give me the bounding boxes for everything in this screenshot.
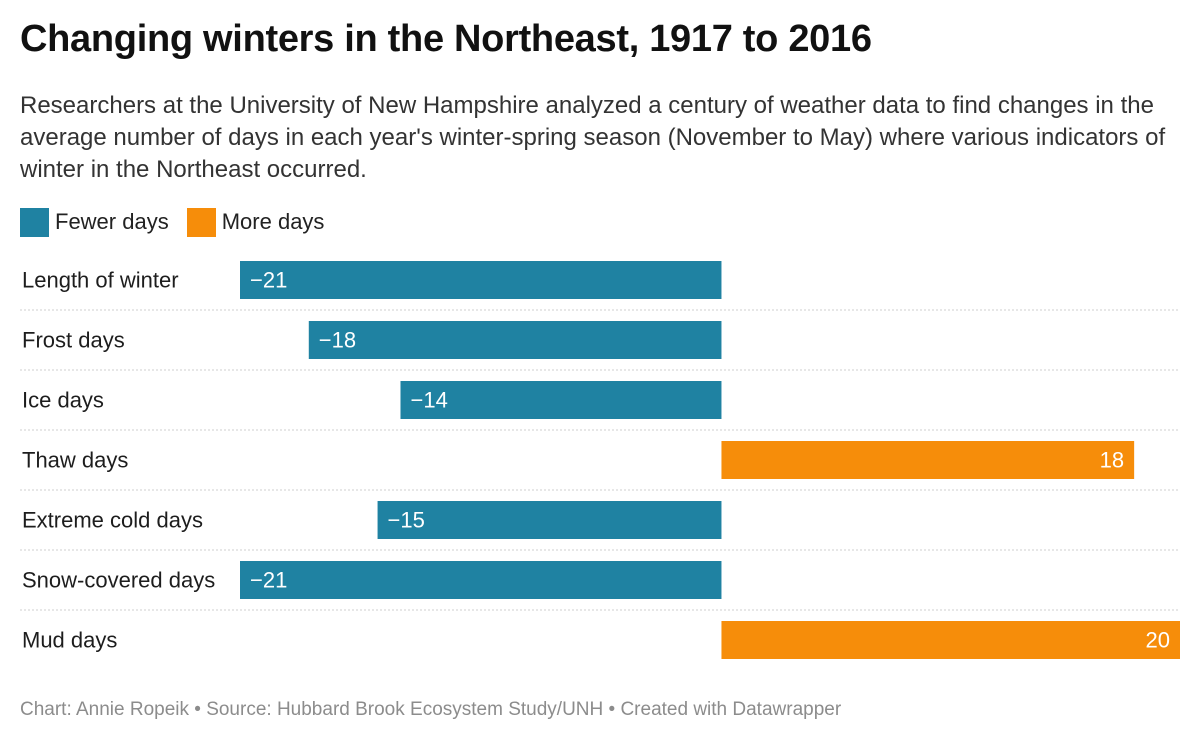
category-label-mud-days: Mud days: [22, 628, 117, 653]
category-label-length-of-winter: Length of winter: [22, 268, 179, 293]
bar-ice-days: [400, 381, 722, 419]
value-label-thaw-days: 18: [1100, 448, 1124, 473]
chart-footer: Chart: Annie Ropeik • Source: Hubbard Br…: [20, 699, 842, 720]
value-label-ice-days: −14: [410, 388, 447, 413]
value-label-snow-covered-days: −21: [250, 568, 287, 593]
category-label-thaw-days: Thaw days: [22, 448, 128, 473]
legend-swatch-more: [186, 207, 216, 237]
value-label-frost-days: −18: [319, 328, 356, 353]
value-label-length-of-winter: −21: [250, 268, 287, 293]
category-label-extreme-cold-days: Extreme cold days: [22, 508, 203, 533]
chart-title: Changing winters in the Northeast, 1917 …: [20, 18, 872, 60]
bar-snow-covered-days: [240, 561, 722, 599]
value-label-mud-days: 20: [1146, 628, 1170, 653]
legend: Fewer days More days: [20, 206, 324, 238]
category-label-ice-days: Ice days: [22, 388, 104, 413]
legend-swatch-fewer: [20, 207, 49, 237]
legend-label-fewer: Fewer days: [55, 209, 169, 234]
bar-mud-days: [721, 621, 1180, 659]
bar-length-of-winter: [240, 261, 722, 299]
legend-item-fewer: Fewer days: [20, 207, 169, 237]
chart-subtitle: Researchers at the University of New Ham…: [20, 92, 1166, 183]
legend-item-more: More days: [186, 207, 325, 237]
bar-extreme-cold-days: [377, 501, 722, 539]
bar-thaw-days: [721, 441, 1135, 479]
value-label-extreme-cold-days: −15: [388, 508, 425, 533]
category-label-snow-covered-days: Snow-covered days: [22, 568, 215, 593]
category-label-frost-days: Frost days: [22, 328, 125, 353]
bar-frost-days: [308, 321, 722, 359]
legend-label-more: More days: [221, 209, 325, 234]
